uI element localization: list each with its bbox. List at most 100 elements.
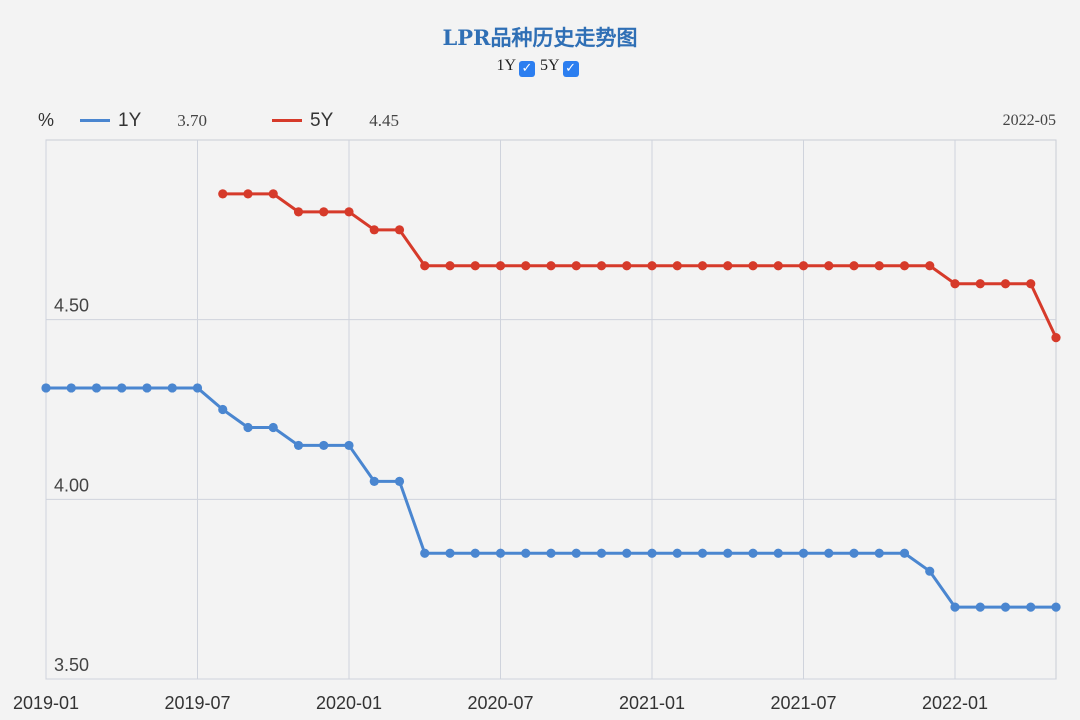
data-point-1y[interactable]: [41, 383, 51, 393]
data-point-5y[interactable]: [798, 261, 809, 271]
chart-series: [41, 189, 1061, 612]
legend-name-5y: 5Y: [310, 110, 334, 131]
data-point-5y[interactable]: [571, 261, 581, 271]
data-point-5y[interactable]: [849, 261, 859, 271]
data-point-1y[interactable]: [192, 383, 203, 393]
data-point-1y[interactable]: [950, 602, 960, 612]
x-tick-label: 2019-01: [13, 693, 79, 713]
data-point-5y[interactable]: [344, 207, 354, 217]
data-point-1y[interactable]: [672, 548, 682, 558]
data-point-1y[interactable]: [1026, 602, 1036, 612]
data-point-5y[interactable]: [1026, 279, 1036, 289]
data-point-5y[interactable]: [596, 261, 607, 271]
data-point-1y[interactable]: [167, 383, 177, 393]
legend-value-1y: 3.70: [177, 111, 207, 130]
data-point-5y[interactable]: [445, 261, 455, 271]
data-point-1y[interactable]: [218, 404, 228, 415]
data-point-1y[interactable]: [394, 476, 405, 486]
data-point-1y[interactable]: [420, 548, 430, 558]
data-point-5y[interactable]: [925, 261, 935, 271]
data-point-5y[interactable]: [824, 261, 834, 271]
x-tick-label: 2021-01: [619, 693, 685, 713]
data-point-1y[interactable]: [521, 548, 531, 558]
legend-item-5y[interactable]: 5Y 4.45: [272, 110, 399, 134]
data-point-1y[interactable]: [344, 440, 354, 451]
current-date-label: 2022-05: [1002, 112, 1056, 129]
data-point-1y[interactable]: [243, 422, 253, 433]
data-point-1y[interactable]: [647, 548, 657, 558]
data-point-1y[interactable]: [798, 548, 809, 558]
series-toggles: 1Y ✓ 5Y ✓: [0, 57, 1080, 77]
data-point-1y[interactable]: [445, 548, 455, 558]
data-point-5y[interactable]: [218, 189, 228, 199]
data-point-1y[interactable]: [142, 383, 152, 393]
data-point-5y[interactable]: [899, 261, 910, 271]
data-point-5y[interactable]: [495, 261, 506, 271]
data-point-1y[interactable]: [268, 422, 278, 433]
data-point-5y[interactable]: [546, 261, 556, 271]
data-point-5y[interactable]: [748, 261, 758, 271]
legend-swatch-5y: [272, 119, 302, 123]
legend-item-1y[interactable]: 1Y 3.70: [80, 110, 207, 134]
data-point-1y[interactable]: [1000, 602, 1011, 612]
data-point-1y[interactable]: [824, 548, 834, 558]
data-point-1y[interactable]: [874, 548, 884, 558]
data-point-1y[interactable]: [697, 548, 708, 558]
data-point-1y[interactable]: [1051, 602, 1061, 612]
data-point-5y[interactable]: [521, 261, 531, 271]
data-point-1y[interactable]: [369, 476, 379, 486]
data-point-5y[interactable]: [622, 261, 632, 271]
data-point-5y[interactable]: [697, 261, 708, 271]
chart-grid: [45, 139, 1057, 680]
data-point-1y[interactable]: [117, 383, 127, 393]
data-point-5y[interactable]: [723, 261, 733, 271]
data-point-1y[interactable]: [293, 440, 304, 451]
data-point-1y[interactable]: [470, 548, 480, 558]
data-point-1y[interactable]: [773, 548, 783, 558]
data-point-5y[interactable]: [950, 279, 960, 289]
data-point-1y[interactable]: [66, 383, 76, 393]
data-point-1y[interactable]: [91, 383, 102, 393]
data-point-5y[interactable]: [243, 189, 253, 199]
toggle-5y-checkbox[interactable]: ✓: [562, 61, 579, 77]
x-tick-label: 2020-07: [467, 693, 533, 713]
y-tick-label: 4.00: [54, 475, 89, 495]
data-point-5y[interactable]: [773, 261, 783, 271]
legend-swatch-1y: [80, 119, 110, 123]
data-point-1y[interactable]: [899, 548, 910, 558]
data-point-1y[interactable]: [571, 548, 581, 558]
toggle-1y-label: 1Y: [496, 57, 516, 74]
toggle-1y-checkbox[interactable]: ✓: [519, 61, 535, 77]
data-point-1y[interactable]: [748, 548, 758, 558]
data-point-1y[interactable]: [596, 548, 607, 558]
data-point-5y[interactable]: [874, 261, 884, 271]
data-point-5y[interactable]: [319, 207, 329, 217]
y-axis-unit: %: [38, 110, 55, 130]
data-point-5y[interactable]: [369, 225, 379, 235]
data-point-5y[interactable]: [293, 207, 304, 217]
data-point-1y[interactable]: [925, 566, 935, 576]
x-tick-label: 2022-01: [922, 693, 988, 713]
data-point-5y[interactable]: [394, 225, 405, 235]
x-tick-label: 2021-07: [770, 693, 836, 713]
data-point-5y[interactable]: [647, 261, 657, 271]
chart-axis-labels: 3.50 4.00 4.50 2019-01 2019-07 2020-01 2020-07…: [13, 296, 988, 713]
data-point-5y[interactable]: [268, 189, 278, 199]
y-tick-label: 4.50: [54, 296, 89, 316]
data-point-1y[interactable]: [546, 548, 556, 558]
data-point-5y[interactable]: [1000, 279, 1011, 289]
data-point-1y[interactable]: [495, 548, 506, 558]
data-point-1y[interactable]: [622, 548, 632, 558]
data-point-5y[interactable]: [420, 261, 430, 271]
data-point-1y[interactable]: [723, 548, 733, 558]
data-point-1y[interactable]: [849, 548, 859, 558]
data-point-1y[interactable]: [975, 602, 985, 612]
toggle-5y-label: 5Y: [540, 57, 560, 74]
data-point-5y[interactable]: [975, 279, 985, 289]
data-point-5y[interactable]: [1051, 333, 1061, 343]
series-line-5y: [221, 192, 1058, 340]
data-point-1y[interactable]: [319, 440, 329, 451]
data-point-5y[interactable]: [470, 261, 480, 271]
data-point-5y[interactable]: [672, 261, 682, 271]
